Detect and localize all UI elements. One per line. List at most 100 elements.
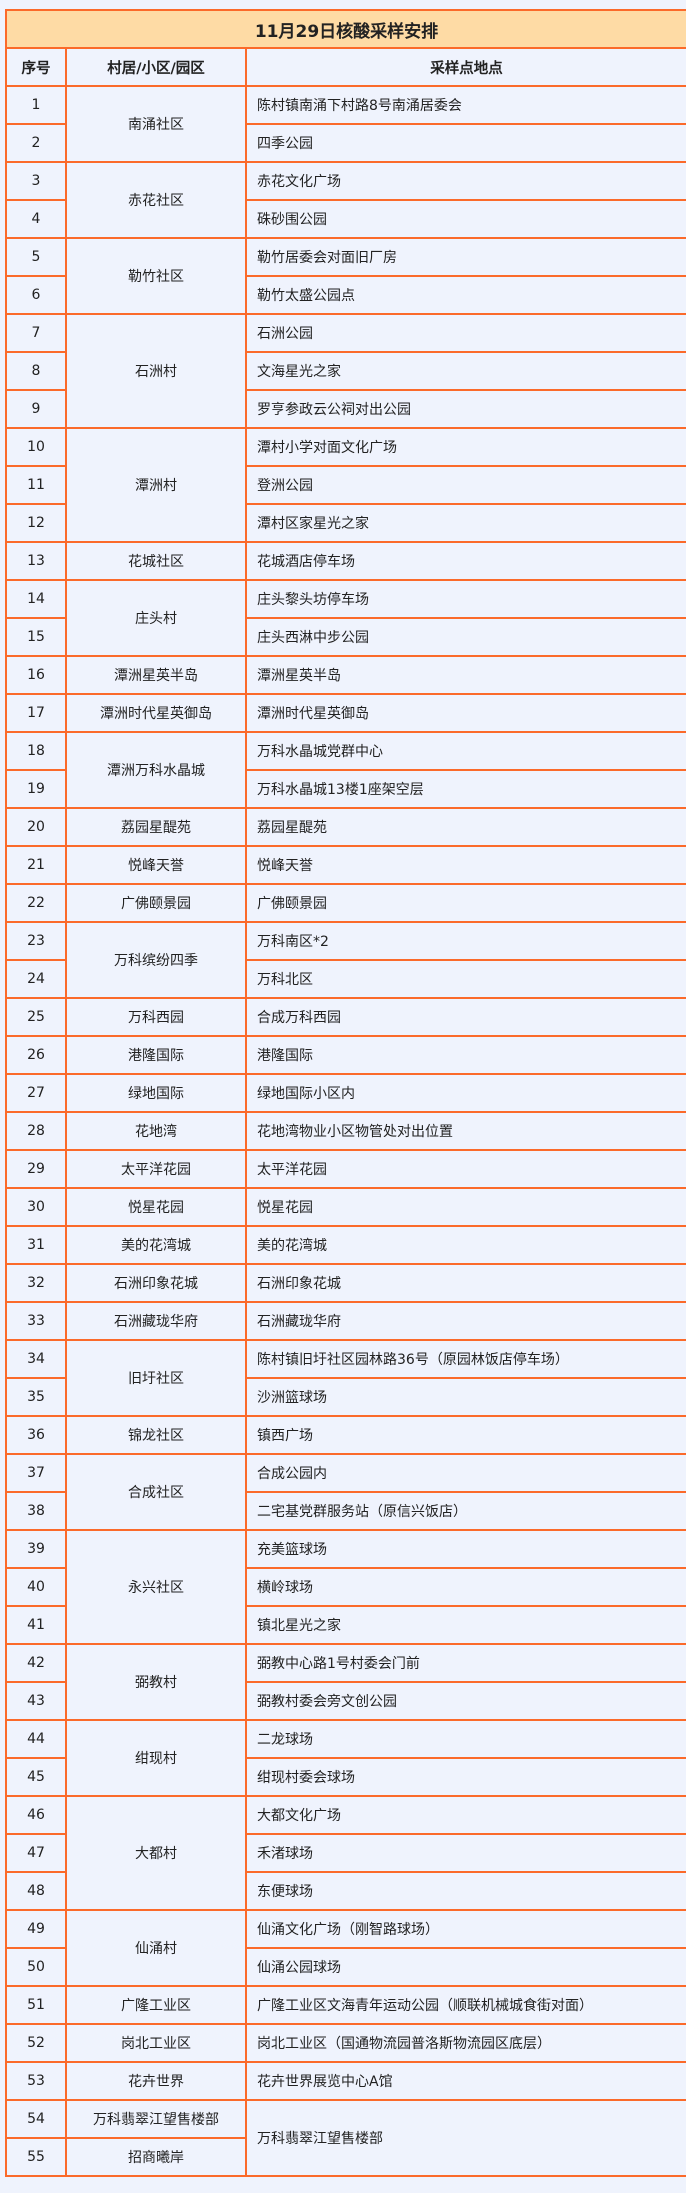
row-number: 16 <box>5 655 67 695</box>
table-row: 35 沙洲篮球场 <box>5 1377 686 1417</box>
location-cell: 绀现村委会球场 <box>244 1757 686 1797</box>
table-row: 17 潭洲时代星英御岛 潭洲时代星英御岛 <box>5 693 686 733</box>
row-number: 14 <box>5 579 67 619</box>
row-number: 34 <box>5 1339 67 1379</box>
row-number: 22 <box>5 883 67 923</box>
table-row: 20 荔园星醍苑 荔园星醍苑 <box>5 807 686 847</box>
community-cell: 潭洲村 <box>65 427 247 543</box>
row-number: 40 <box>5 1567 67 1607</box>
table-row: 23 万科缤纷四季 万科南区*2 <box>5 921 686 999</box>
table-row: 44 绀现村 二龙球场 <box>5 1719 686 1797</box>
community-cell: 太平洋花园 <box>65 1149 247 1189</box>
location-cell: 万科水晶城党群中心 <box>244 731 686 771</box>
table-row: 40 横岭球场 <box>5 1567 686 1607</box>
community-cell: 广佛颐景园 <box>65 883 247 923</box>
location-cell: 万科翡翠江望售楼部 <box>244 2099 686 2177</box>
community-cell: 仙涌村 <box>65 1909 247 1987</box>
row-number: 10 <box>5 427 67 467</box>
table-row: 24 万科北区 <box>5 959 686 999</box>
row-number: 3 <box>5 161 67 201</box>
location-cell: 绿地国际小区内 <box>244 1073 686 1113</box>
header-num: 序号 <box>5 47 67 87</box>
table-row: 37 合成社区 合成公园内 <box>5 1453 686 1531</box>
table-row: 54 万科翡翠江望售楼部 万科翡翠江望售楼部 <box>5 2099 686 2177</box>
location-cell: 弼教中心路1号村委会门前 <box>244 1643 686 1683</box>
table-row: 6 勒竹太盛公园点 <box>5 275 686 315</box>
row-number: 49 <box>5 1909 67 1949</box>
community-cell: 绀现村 <box>65 1719 247 1797</box>
location-cell: 镇西广场 <box>244 1415 686 1455</box>
community-cell: 潭洲万科水晶城 <box>65 731 247 809</box>
table-row: 25 万科西园 合成万科西园 <box>5 997 686 1037</box>
row-number: 35 <box>5 1377 67 1417</box>
table-title: 11月29日核酸采样安排 <box>4 9 686 49</box>
table-row: 19 万科水晶城13楼1座架空层 <box>5 769 686 809</box>
location-cell: 四季公园 <box>244 123 686 163</box>
table-row: 43 弼教村委会旁文创公园 <box>5 1681 686 1721</box>
location-cell: 太平洋花园 <box>244 1149 686 1189</box>
row-number: 25 <box>5 997 67 1037</box>
table-row: 47 禾渚球场 <box>5 1833 686 1873</box>
community-cell: 花城社区 <box>65 541 247 581</box>
community-cell: 永兴社区 <box>65 1529 247 1645</box>
table-row: 55 招商曦岸 <box>5 2137 686 2177</box>
table-row: 22 广佛颐景园 广佛颐景园 <box>5 883 686 923</box>
row-number: 39 <box>5 1529 67 1569</box>
community-cell: 绿地国际 <box>65 1073 247 1113</box>
location-cell: 罗亨参政云公祠对出公园 <box>244 389 686 429</box>
community-cell: 石洲村 <box>65 313 247 429</box>
row-number: 19 <box>5 769 67 809</box>
row-number: 17 <box>5 693 67 733</box>
location-cell: 陈村镇南涌下村路8号南涌居委会 <box>244 85 686 125</box>
row-number: 38 <box>5 1491 67 1531</box>
location-cell: 横岭球场 <box>244 1567 686 1607</box>
community-cell: 悦星花园 <box>65 1187 247 1227</box>
location-cell: 庄头黎头坊停车场 <box>244 579 686 619</box>
row-number: 9 <box>5 389 67 429</box>
community-cell: 荔园星醍苑 <box>65 807 247 847</box>
table-row: 10 潭洲村 潭村小学对面文化广场 <box>5 427 686 543</box>
title-row: 11月29日核酸采样安排 <box>4 9 686 49</box>
table-row: 32 石洲印象花城 石洲印象花城 <box>5 1263 686 1303</box>
table-row: 39 永兴社区 充美篮球场 <box>5 1529 686 1645</box>
table-row: 13 花城社区 花城酒店停车场 <box>5 541 686 581</box>
row-number: 2 <box>5 123 67 163</box>
table-row: 9 罗亨参政云公祠对出公园 <box>5 389 686 429</box>
community-cell: 万科翡翠江望售楼部 <box>65 2099 247 2139</box>
location-cell: 石洲公园 <box>244 313 686 353</box>
sampling-schedule-table: 11月29日核酸采样安排 序号 村居/小区/园区 采样点地点 1 南涌社区 陈村镇南… <box>4 9 686 2177</box>
location-cell: 潭洲星英半岛 <box>244 655 686 695</box>
community-cell: 合成社区 <box>65 1453 247 1531</box>
location-cell: 大都文化广场 <box>244 1795 686 1835</box>
community-cell: 招商曦岸 <box>65 2137 247 2177</box>
location-cell: 悦星花园 <box>244 1187 686 1227</box>
row-number: 54 <box>5 2099 67 2139</box>
location-cell: 合成万科西园 <box>244 997 686 1037</box>
row-number: 1 <box>5 85 67 125</box>
location-cell: 石洲藏珑华府 <box>244 1301 686 1341</box>
row-number: 55 <box>5 2137 67 2177</box>
community-cell: 美的花湾城 <box>65 1225 247 1265</box>
location-cell: 岗北工业区（国通物流园普洛斯物流园区底层） <box>244 2023 686 2063</box>
location-cell: 庄头西淋中步公园 <box>244 617 686 657</box>
table-row: 4 硃砂围公园 <box>5 199 686 239</box>
location-cell: 港隆国际 <box>244 1035 686 1075</box>
location-cell: 沙洲篮球场 <box>244 1377 686 1417</box>
community-cell: 锦龙社区 <box>65 1415 247 1455</box>
table-row: 33 石洲藏珑华府 石洲藏珑华府 <box>5 1301 686 1341</box>
row-number: 33 <box>5 1301 67 1341</box>
row-number: 31 <box>5 1225 67 1265</box>
table-row: 45 绀现村委会球场 <box>5 1757 686 1797</box>
row-number: 15 <box>5 617 67 657</box>
row-number: 5 <box>5 237 67 277</box>
location-cell: 合成公园内 <box>244 1453 686 1493</box>
table-row: 36 锦龙社区 镇西广场 <box>5 1415 686 1455</box>
location-cell: 仙涌公园球场 <box>244 1947 686 1987</box>
community-cell: 潭洲时代星英御岛 <box>65 693 247 733</box>
location-cell: 万科水晶城13楼1座架空层 <box>244 769 686 809</box>
row-number: 11 <box>5 465 67 505</box>
community-cell: 勒竹社区 <box>65 237 247 315</box>
table-row: 34 旧圩社区 陈村镇旧圩社区园林路36号（原园林饭店停车场） <box>5 1339 686 1417</box>
table-row: 31 美的花湾城 美的花湾城 <box>5 1225 686 1265</box>
row-number: 37 <box>5 1453 67 1493</box>
